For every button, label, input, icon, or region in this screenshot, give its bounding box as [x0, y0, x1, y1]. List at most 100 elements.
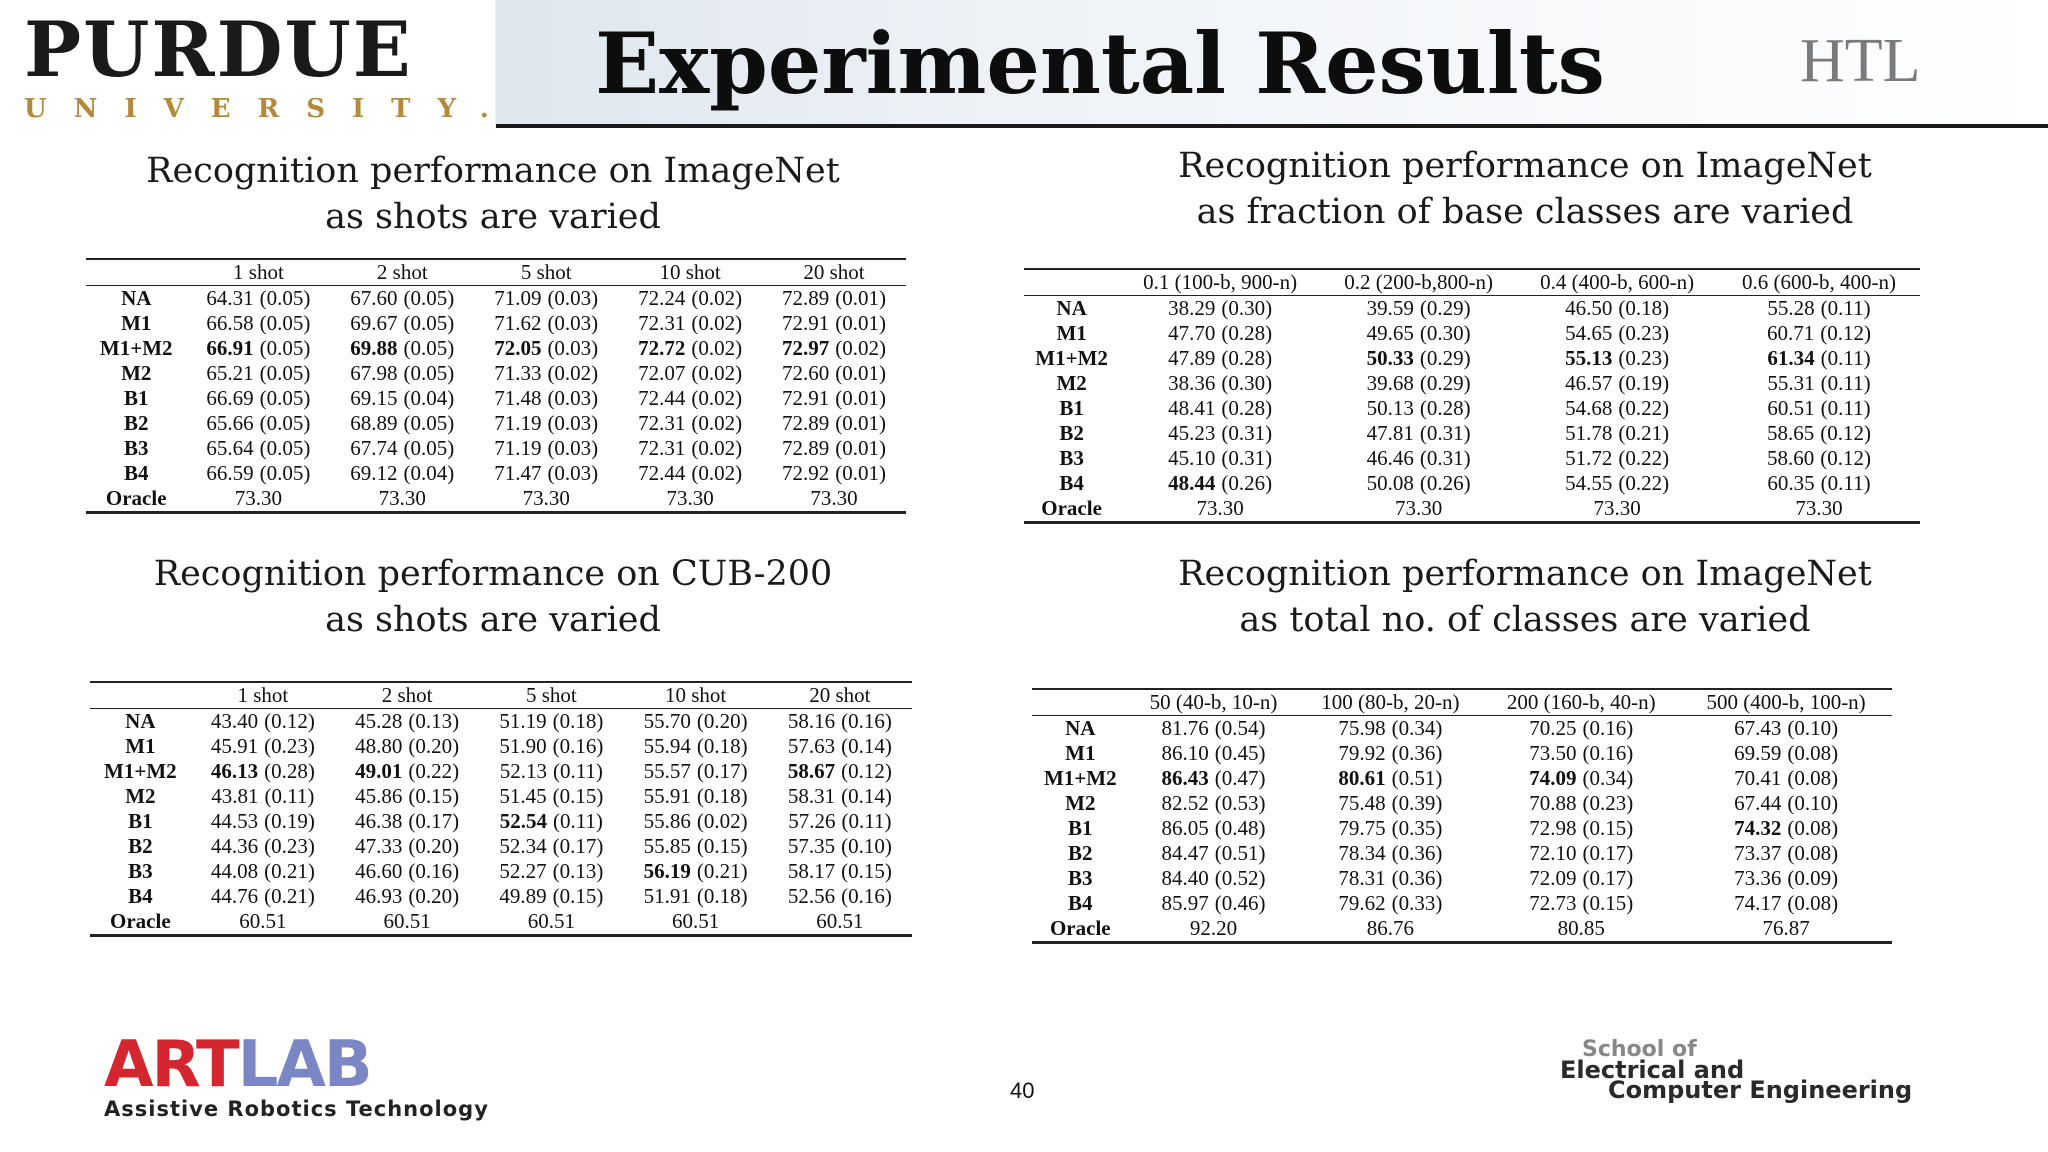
table-cell: 66.69 (0.05)	[206, 386, 311, 410]
table-cell: 79.92 (0.36)	[1338, 741, 1443, 765]
table-cell: 49.65 (0.30)	[1366, 321, 1471, 345]
table-cell: 46.93 (0.20)	[355, 884, 460, 908]
row-label: Oracle	[110, 909, 171, 933]
table-cell: 46.38 (0.17)	[355, 809, 460, 833]
table-cell: 67.74 (0.05)	[350, 436, 455, 460]
table-row: B1 48.41 (0.28) 50.13 (0.28) 54.68 (0.22) 60.51…	[1024, 396, 1920, 421]
table-row: M1+M2 47.89 (0.28) 50.33 (0.29) 55.13 (0.23) 61…	[1024, 346, 1920, 371]
table-cell: 49.01 (0.22)	[355, 759, 460, 783]
table-cell: 78.34 (0.36)	[1338, 841, 1443, 865]
table-cell: 71.48 (0.03)	[494, 386, 599, 410]
row-label: B1	[1059, 396, 1084, 420]
table-cell: 71.47 (0.03)	[494, 461, 599, 485]
header-rule	[496, 124, 2048, 128]
table-cell: 72.60 (0.01)	[782, 361, 887, 385]
table-cell: 68.89 (0.05)	[350, 411, 455, 435]
table-cell: 57.26 (0.11)	[788, 809, 892, 833]
table-imagenet-base-fraction: 0.1 (100-b, 900-n) 0.2 (200-b,800-n) 0.4 (…	[1024, 268, 1920, 524]
table-cell: 45.86 (0.15)	[355, 784, 460, 808]
table-cell: 72.24 (0.02)	[638, 286, 743, 310]
table-row: B1 86.05 (0.48) 79.75 (0.35) 72.98 (0.15) 74.32…	[1032, 816, 1892, 841]
column-header: 200 (160-b, 40-n)	[1482, 689, 1681, 716]
table-cell: 72.31 (0.02)	[638, 411, 743, 435]
table-cell: 38.29 (0.30)	[1168, 296, 1273, 320]
table-row: B3 44.08 (0.21) 46.60 (0.16) 52.27 (0.13) 56.19…	[90, 859, 912, 884]
purdue-logo-university: UNIVERSITY.	[24, 94, 516, 124]
table-cell: 55.86 (0.02)	[643, 809, 748, 833]
table-cell: 72.91 (0.01)	[782, 311, 887, 335]
table-cell: 52.34 (0.17)	[499, 834, 604, 858]
table-cub-shots: 1 shot 2 shot 5 shot 10 shot 20 shot NA 43.40(…	[90, 681, 912, 937]
table-cell: 80.85	[1557, 916, 1605, 940]
row-label: M1	[125, 734, 156, 758]
table-cell: 46.60 (0.16)	[355, 859, 460, 883]
table-cell: 72.97 (0.02)	[782, 336, 887, 360]
table-imagenet-total-classes: 50 (40-b, 10-n) 100 (80-b, 20-n) 200 (160-…	[1032, 688, 1892, 944]
column-header	[1024, 269, 1120, 296]
table-cell: 72.92 (0.01)	[782, 461, 887, 485]
table-cell: 82.52 (0.53)	[1161, 791, 1266, 815]
table-cell: 69.12 (0.04)	[350, 461, 455, 485]
column-header	[90, 682, 191, 709]
table-cell: 52.27 (0.13)	[499, 859, 604, 883]
table-cell: 47.89 (0.28)	[1168, 346, 1273, 370]
table-cell: 52.56 (0.16)	[787, 884, 892, 908]
table-cell: 58.17 (0.15)	[787, 859, 892, 883]
htl-label: HTL	[1800, 27, 1921, 95]
table-cell: 43.81 (0.11)	[211, 784, 315, 808]
table-cell: 55.91 (0.18)	[643, 784, 748, 808]
table-cell: 60.35 (0.11)	[1767, 471, 1871, 495]
row-label: M1+M2	[1035, 346, 1108, 370]
table-cell: 56.19 (0.21)	[643, 859, 748, 883]
table-cell: 44.36 (0.23)	[210, 834, 315, 858]
column-header: 100 (80-b, 20-n)	[1298, 689, 1483, 716]
table-cell: 72.98 (0.15)	[1529, 816, 1634, 840]
table-imagenet-shots: 1 shot 2 shot 5 shot 10 shot 20 shot NA 64.31(…	[86, 258, 906, 514]
table-cell: 73.30	[234, 486, 283, 510]
table-row: M2 65.21 (0.05) 67.98 (0.05) 71.33 (0.02) 72.07…	[86, 361, 906, 386]
table-cell: 47.33 (0.20)	[355, 834, 460, 858]
table-row: B1 66.69 (0.05) 69.15 (0.04) 71.48 (0.03) 72.44…	[86, 386, 906, 411]
artlab-logo-art: ART	[104, 1028, 240, 1102]
table-cell: 73.30	[1395, 496, 1443, 520]
table-row: B2 84.47 (0.51) 78.34 (0.36) 72.10 (0.17) 73.37…	[1032, 841, 1892, 866]
table-cell: 45.28 (0.13)	[355, 709, 460, 733]
artlab-tagline: Assistive Robotics Technology	[104, 1097, 489, 1121]
column-header: 0.1 (100-b, 900-n)	[1119, 269, 1322, 296]
table-cell: 65.66 (0.05)	[206, 411, 311, 435]
table-row: M1 45.91 (0.23) 48.80 (0.20) 51.90 (0.16) 55.94…	[90, 734, 912, 759]
table-cell: 69.67 (0.05)	[350, 311, 455, 335]
slide-header	[0, 0, 2048, 128]
table-cell: 55.85 (0.15)	[643, 834, 748, 858]
table-row: B4 66.59 (0.05) 69.12 (0.04) 71.47 (0.03) 72.44…	[86, 461, 906, 486]
page-number: 40	[1010, 1078, 1035, 1103]
ece-line: Electrical and	[1560, 1056, 1745, 1084]
row-label: Oracle	[1041, 496, 1102, 520]
caption-imagenet-shots: Recognition performance on ImageNet as s…	[100, 148, 886, 240]
table-cell: 78.31 (0.36)	[1338, 866, 1443, 890]
table-cell: 69.15 (0.04)	[350, 386, 455, 410]
table-cell: 64.31 (0.05)	[206, 286, 311, 310]
table-cell: 67.60 (0.05)	[350, 286, 455, 310]
table-row: NA 64.31 (0.05) 67.60 (0.05) 71.09 (0.03) 72.24…	[86, 286, 906, 312]
table-row: NA 38.29 (0.30) 39.59 (0.29) 46.50 (0.18) 55.28…	[1024, 296, 1920, 322]
caption-imagenet-base-fraction: Recognition performance on ImageNet as f…	[1080, 143, 1970, 235]
table-cell: 50.13 (0.28)	[1366, 396, 1471, 420]
row-label: B3	[128, 859, 153, 883]
row-label: NA	[125, 709, 156, 733]
table-row: Oracle 92.20 86.76 80.85 76.87	[1032, 916, 1892, 943]
table-cell: 61.34 (0.11)	[1767, 346, 1871, 370]
column-header: 1 shot	[190, 682, 335, 709]
caption-line: Recognition performance on CUB-200	[153, 554, 833, 594]
row-label: M1	[121, 311, 152, 335]
table-cell: 55.70 (0.20)	[643, 709, 748, 733]
table-cell: 81.76 (0.54)	[1161, 716, 1266, 740]
caption-line: as total no. of classes are varied	[1239, 600, 1811, 640]
row-label: M2	[121, 361, 152, 385]
caption-imagenet-total-classes: Recognition performance on ImageNet as t…	[1080, 551, 1970, 643]
table-cell: 46.50 (0.18)	[1565, 296, 1670, 320]
table-cell: 60.71 (0.12)	[1767, 321, 1872, 345]
table-cell: 67.98 (0.05)	[350, 361, 455, 385]
table-cell: 44.53 (0.19)	[210, 809, 315, 833]
table-cell: 58.65 (0.12)	[1767, 421, 1872, 445]
